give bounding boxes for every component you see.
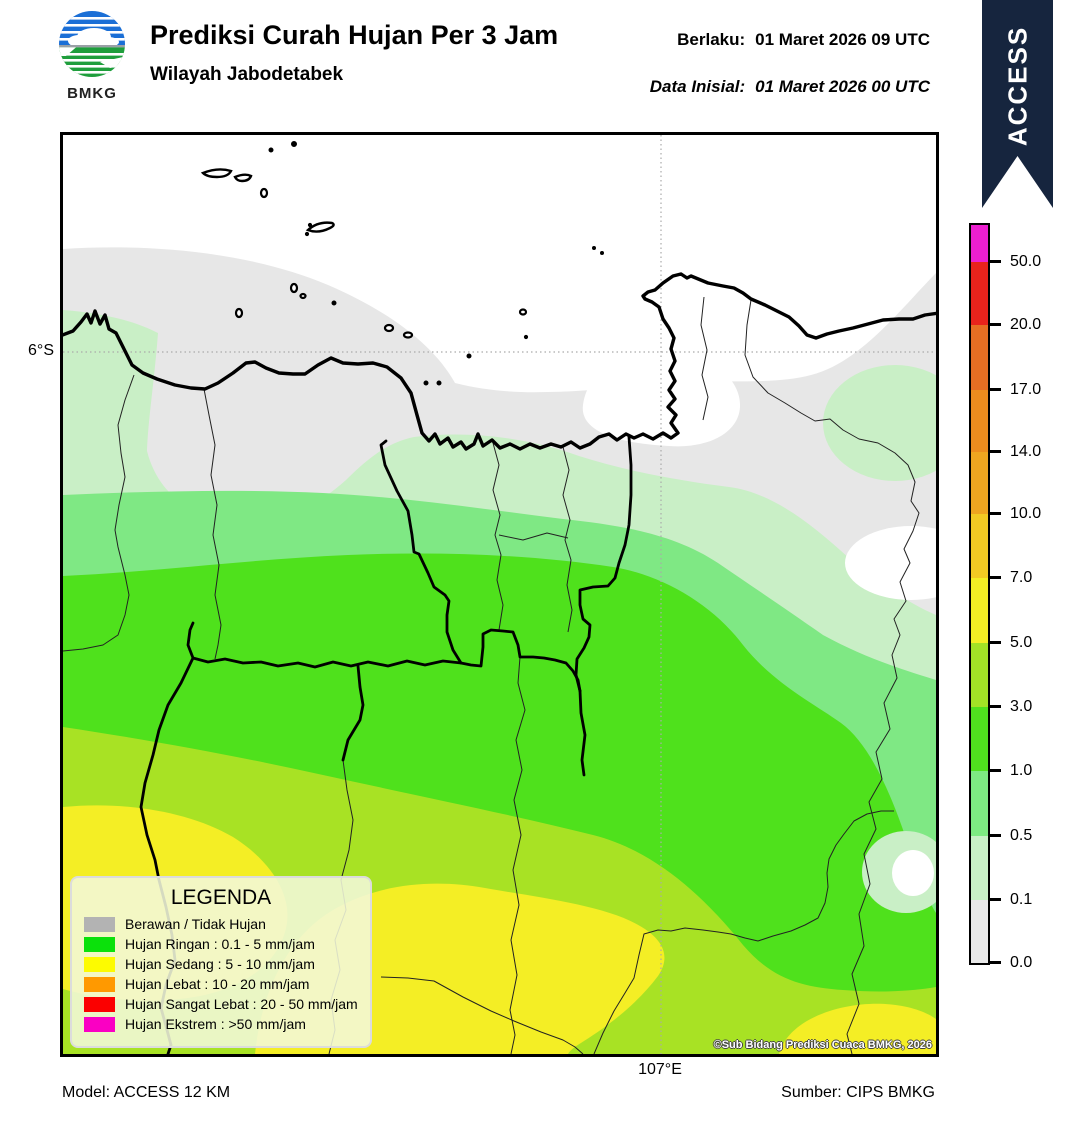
model-label: Model: ACCESS 12 KM (62, 1084, 231, 1101)
colorbar-tick-label: 10.0 (1010, 505, 1042, 522)
rain-5-blob-southeast (779, 1003, 936, 1054)
legend-item: Hujan Ekstrem : >50 mm/jam (84, 1016, 358, 1032)
colorbar-tick (988, 450, 1001, 453)
legend-swatch (84, 976, 115, 992)
legend-item-label: Hujan Lebat : 10 - 20 mm/jam (125, 976, 310, 992)
colorbar-tick-label: 0.5 (1010, 827, 1033, 844)
page-title: Prediksi Curah Hujan Per 3 Jam (150, 20, 559, 50)
graticule (63, 135, 936, 1054)
bmkg-logo-label: BMKG (67, 85, 117, 102)
valid-time-value: 01 Maret 2026 09 UTC (755, 30, 930, 49)
init-time-label: Data Inisial: (649, 77, 746, 96)
colorbar-tick-label: 1.0 (1010, 762, 1033, 779)
legend-item-label: Hujan Sangat Lebat : 20 - 50 mm/jam (125, 996, 358, 1012)
page-subtitle: Wilayah Jabodetabek (150, 64, 344, 85)
colorbar-segment (971, 452, 988, 514)
legend-swatch (84, 916, 115, 932)
legend-box: LEGENDA Berawan / Tidak Hujan Hujan Ringa… (70, 876, 372, 1048)
islands (200, 141, 604, 386)
colorbar-tick (988, 769, 1001, 772)
colorbar-segment (971, 836, 988, 900)
colorbar-tick (988, 705, 1001, 708)
rainfall-colorbar (969, 223, 990, 965)
rain-01-blob-east (823, 365, 936, 481)
legend-item: Berawan / Tidak Hujan (84, 916, 358, 932)
colorbar-segment (971, 262, 988, 325)
colorbar-tick (988, 834, 1001, 837)
valid-time-label: Berlaku: (677, 30, 746, 49)
colorbar-segment (971, 390, 988, 452)
legend-swatch (84, 996, 115, 1012)
legend-swatch (84, 1016, 115, 1032)
colorbar-tick-label: 3.0 (1010, 698, 1033, 715)
access-ribbon-label: ACCESS (1002, 25, 1032, 147)
colorbar-tick-label: 0.1 (1010, 891, 1033, 908)
colorbar-tick-label: 50.0 (1010, 253, 1042, 270)
colorbar-tick (988, 323, 1001, 326)
colorbar-tick-label: 20.0 (1010, 316, 1042, 333)
legend-swatch (84, 956, 115, 972)
colorbar-tick-label: 0.0 (1010, 954, 1033, 971)
colorbar-segment (971, 771, 988, 836)
legend-title: LEGENDA (170, 886, 272, 909)
colorbar-tick (988, 641, 1001, 644)
rainfall-map: ©Sub Bidang Prediksi Cuaca BMKG, 2026 (60, 132, 939, 1057)
colorbar-tick-label: 5.0 (1010, 634, 1033, 651)
legend-item: Hujan Sangat Lebat : 20 - 50 mm/jam (84, 996, 358, 1012)
access-ribbon: ACCESS (982, 0, 1053, 208)
colorbar-segments (971, 225, 988, 963)
init-time-value: 01 Maret 2026 00 UTC (755, 77, 930, 96)
legend-item: Hujan Sedang : 5 - 10 mm/jam (84, 956, 358, 972)
coastline (63, 272, 936, 451)
legend-item-label: Hujan Ringan : 0.1 - 5 mm/jam (125, 936, 315, 952)
colorbar-tick (988, 576, 1001, 579)
colorbar-tick-label: 17.0 (1010, 381, 1042, 398)
colorbar-segment (971, 900, 988, 963)
colorbar-tick (988, 388, 1001, 391)
clear-hole-bay (582, 351, 741, 447)
longitude-label: 107°E (638, 1061, 682, 1078)
valid-time: Berlaku: 01 Maret 2026 09 UTC (677, 30, 930, 50)
colorbar-segment (971, 707, 988, 771)
colorbar-segment (971, 578, 988, 643)
colorbar-segment (971, 643, 988, 707)
bmkg-logo: BMKG (52, 8, 132, 102)
colorbar-tick (988, 512, 1001, 515)
source-label: Sumber: CIPS BMKG (781, 1084, 935, 1101)
colorbar-tick (988, 898, 1001, 901)
bmkg-logo-icon (59, 11, 125, 77)
colorbar-tick (988, 961, 1001, 964)
clear-hole-southeast (892, 850, 934, 896)
init-time: Data Inisial: 01 Maret 2026 00 UTC (650, 77, 930, 97)
colorbar-segment (971, 225, 988, 262)
legend-items: Berawan / Tidak Hujan Hujan Ringan : 0.1 … (84, 916, 358, 1032)
legend-item-label: Hujan Sedang : 5 - 10 mm/jam (125, 956, 315, 972)
legend-swatch (84, 936, 115, 952)
clear-hole-east (845, 526, 936, 600)
colorbar-tick-label: 14.0 (1010, 443, 1042, 460)
legend-item: Hujan Ringan : 0.1 - 5 mm/jam (84, 936, 358, 952)
legend-item-label: Berawan / Tidak Hujan (125, 916, 266, 932)
colorbar-tick-label: 7.0 (1010, 569, 1033, 586)
latitude-label: 6°S (28, 342, 54, 359)
colorbar-segment (971, 325, 988, 390)
legend-item: Hujan Lebat : 10 - 20 mm/jam (84, 976, 358, 992)
admin-boundaries-thick (139, 435, 633, 1054)
legend-item-label: Hujan Ekstrem : >50 mm/jam (125, 1016, 306, 1032)
colorbar-tick (988, 260, 1001, 263)
colorbar-segment (971, 514, 988, 578)
copyright-note: ©Sub Bidang Prediksi Cuaca BMKG, 2026 (713, 1039, 932, 1051)
